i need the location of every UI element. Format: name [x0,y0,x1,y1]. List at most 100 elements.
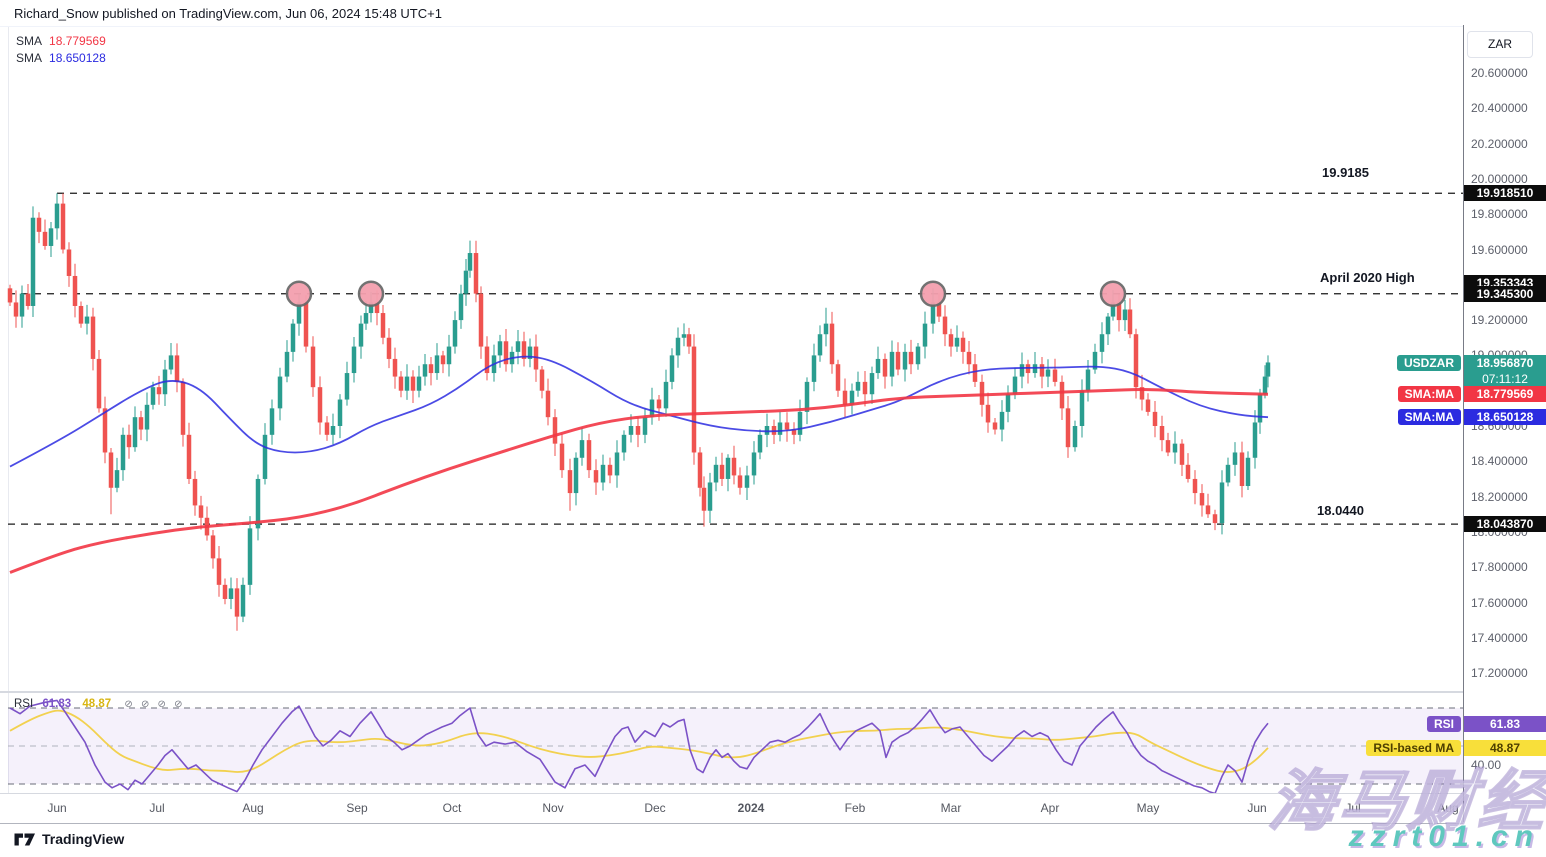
level-annotation-high: 19.9185 [1322,165,1369,180]
candle-body [1116,302,1122,321]
sma-ma-badge: SMA:MA [1397,386,1461,403]
candle-body [452,320,458,347]
sma-value: 18.779569 [49,34,106,48]
candle-body [216,558,222,585]
candle-body [463,270,469,294]
price-axis-tick: 20.400000 [1471,101,1528,116]
sma-value: 18.650128 [49,51,106,65]
resistance-touch-marker[interactable] [1099,280,1127,307]
candle-body [96,358,102,409]
sma-ma-badge: SMA:MA [1397,409,1461,426]
candle-body [1052,369,1058,382]
candle-body [1179,443,1185,465]
candle-body [600,464,606,483]
candle-body [607,464,613,476]
pane-separator[interactable] [0,793,1463,794]
tradingview-logo[interactable]: TradingView [14,831,124,847]
candle-body [42,231,48,246]
more-options-icon[interactable]: ⊘ [174,699,183,710]
candle-body [707,482,713,511]
price-axis-tick: 17.400000 [1471,630,1528,645]
candle-body [797,411,803,435]
candle-body [579,440,585,458]
candle-body [358,323,364,347]
candle-body [234,588,240,617]
resistance-touch-marker[interactable] [919,280,947,307]
pane-separator[interactable] [0,691,1463,693]
candle-body [1105,316,1111,335]
candle-body [269,408,275,435]
candle-body [966,351,972,365]
time-axis-label: Jul [149,801,165,815]
candle-body [1172,443,1178,453]
price-axis[interactable]: 20.600000 20.400000 20.200000 20.000000 19.8… [1463,25,1546,822]
candle-body [72,275,78,306]
candle-body [144,404,150,430]
candle-body [1072,426,1078,448]
candle-body [330,426,336,435]
candle-body [882,358,888,377]
rsi-line[interactable] [9,699,1269,795]
last-price-axis-badge: 18.956870 07:11:12 [1464,355,1546,387]
candle-body [889,351,895,377]
sma-legend-row[interactable]: SMA 18.779569 [16,33,106,50]
candle-body [829,323,835,365]
candle-body [240,584,246,617]
candle-body [713,464,719,483]
candle-body [150,387,156,405]
candle-body [277,376,283,409]
time-axis-label: Dec [644,801,666,815]
candle-body [1245,457,1251,487]
candle-body [478,293,484,347]
candle-body [198,505,204,518]
candle-body [675,337,681,356]
candle-body [503,341,509,365]
candle-body [255,478,261,529]
candle-body [719,464,725,479]
rsi-ma-line[interactable] [9,709,1269,773]
candle-body [777,422,783,435]
rsi-based-ma-badge: RSI-based MA [1366,740,1461,757]
candle-body [440,355,446,365]
candle-body [855,381,861,391]
sma-legend-row[interactable]: SMA 18.650128 [16,50,106,67]
rsi-badge: RSI [1426,715,1461,732]
resistance-touch-marker[interactable] [357,280,385,307]
level-annotation-april-2020-high: April 2020 High [1320,270,1415,285]
candle-body [669,355,675,382]
candle-body [1212,514,1218,524]
candle-body [84,316,90,324]
sma-slow-line[interactable] [9,388,1269,574]
candle-body [337,399,343,426]
candle-body [1012,376,1018,395]
settings-icon[interactable]: ⊘ [140,699,150,710]
candle-body [1065,408,1071,448]
visibility-icon[interactable]: ⊘ [124,699,133,710]
rsi-legend[interactable]: RSI 61.83 48.87 ⊘ ⊘ ⊘ ⊘ [14,697,188,711]
candle-body [552,417,558,444]
candle-body [210,535,216,559]
currency-toggle-button[interactable]: ZAR [1467,31,1533,58]
candle-body [527,346,533,359]
resistance-touch-marker[interactable] [285,280,313,307]
candle-body [296,302,302,324]
candle-body [875,358,881,374]
candle-body [960,337,966,352]
time-axis[interactable]: Jun Jul Aug Sep Oct Nov Dec 2024 Feb Mar Apr May Jun… [0,793,1463,824]
sma-fast-line[interactable] [9,355,1269,468]
time-axis-label: 2024 [737,801,765,815]
rsi-axis-tick: 40.00 [1471,758,1502,772]
candle-body [725,457,731,479]
time-axis-label: May [1136,801,1160,815]
price-axis-tick: 18.200000 [1471,489,1528,504]
candle-body [1232,452,1238,465]
candle-body [19,293,25,317]
price-level-axis-label: 19.918510 [1464,185,1546,202]
delete-icon[interactable]: ⊘ [157,699,166,710]
candle-body [174,355,180,382]
candle-body [1152,411,1158,426]
candle-body [691,346,697,453]
candle-body [66,249,72,276]
candle-body [642,417,648,435]
